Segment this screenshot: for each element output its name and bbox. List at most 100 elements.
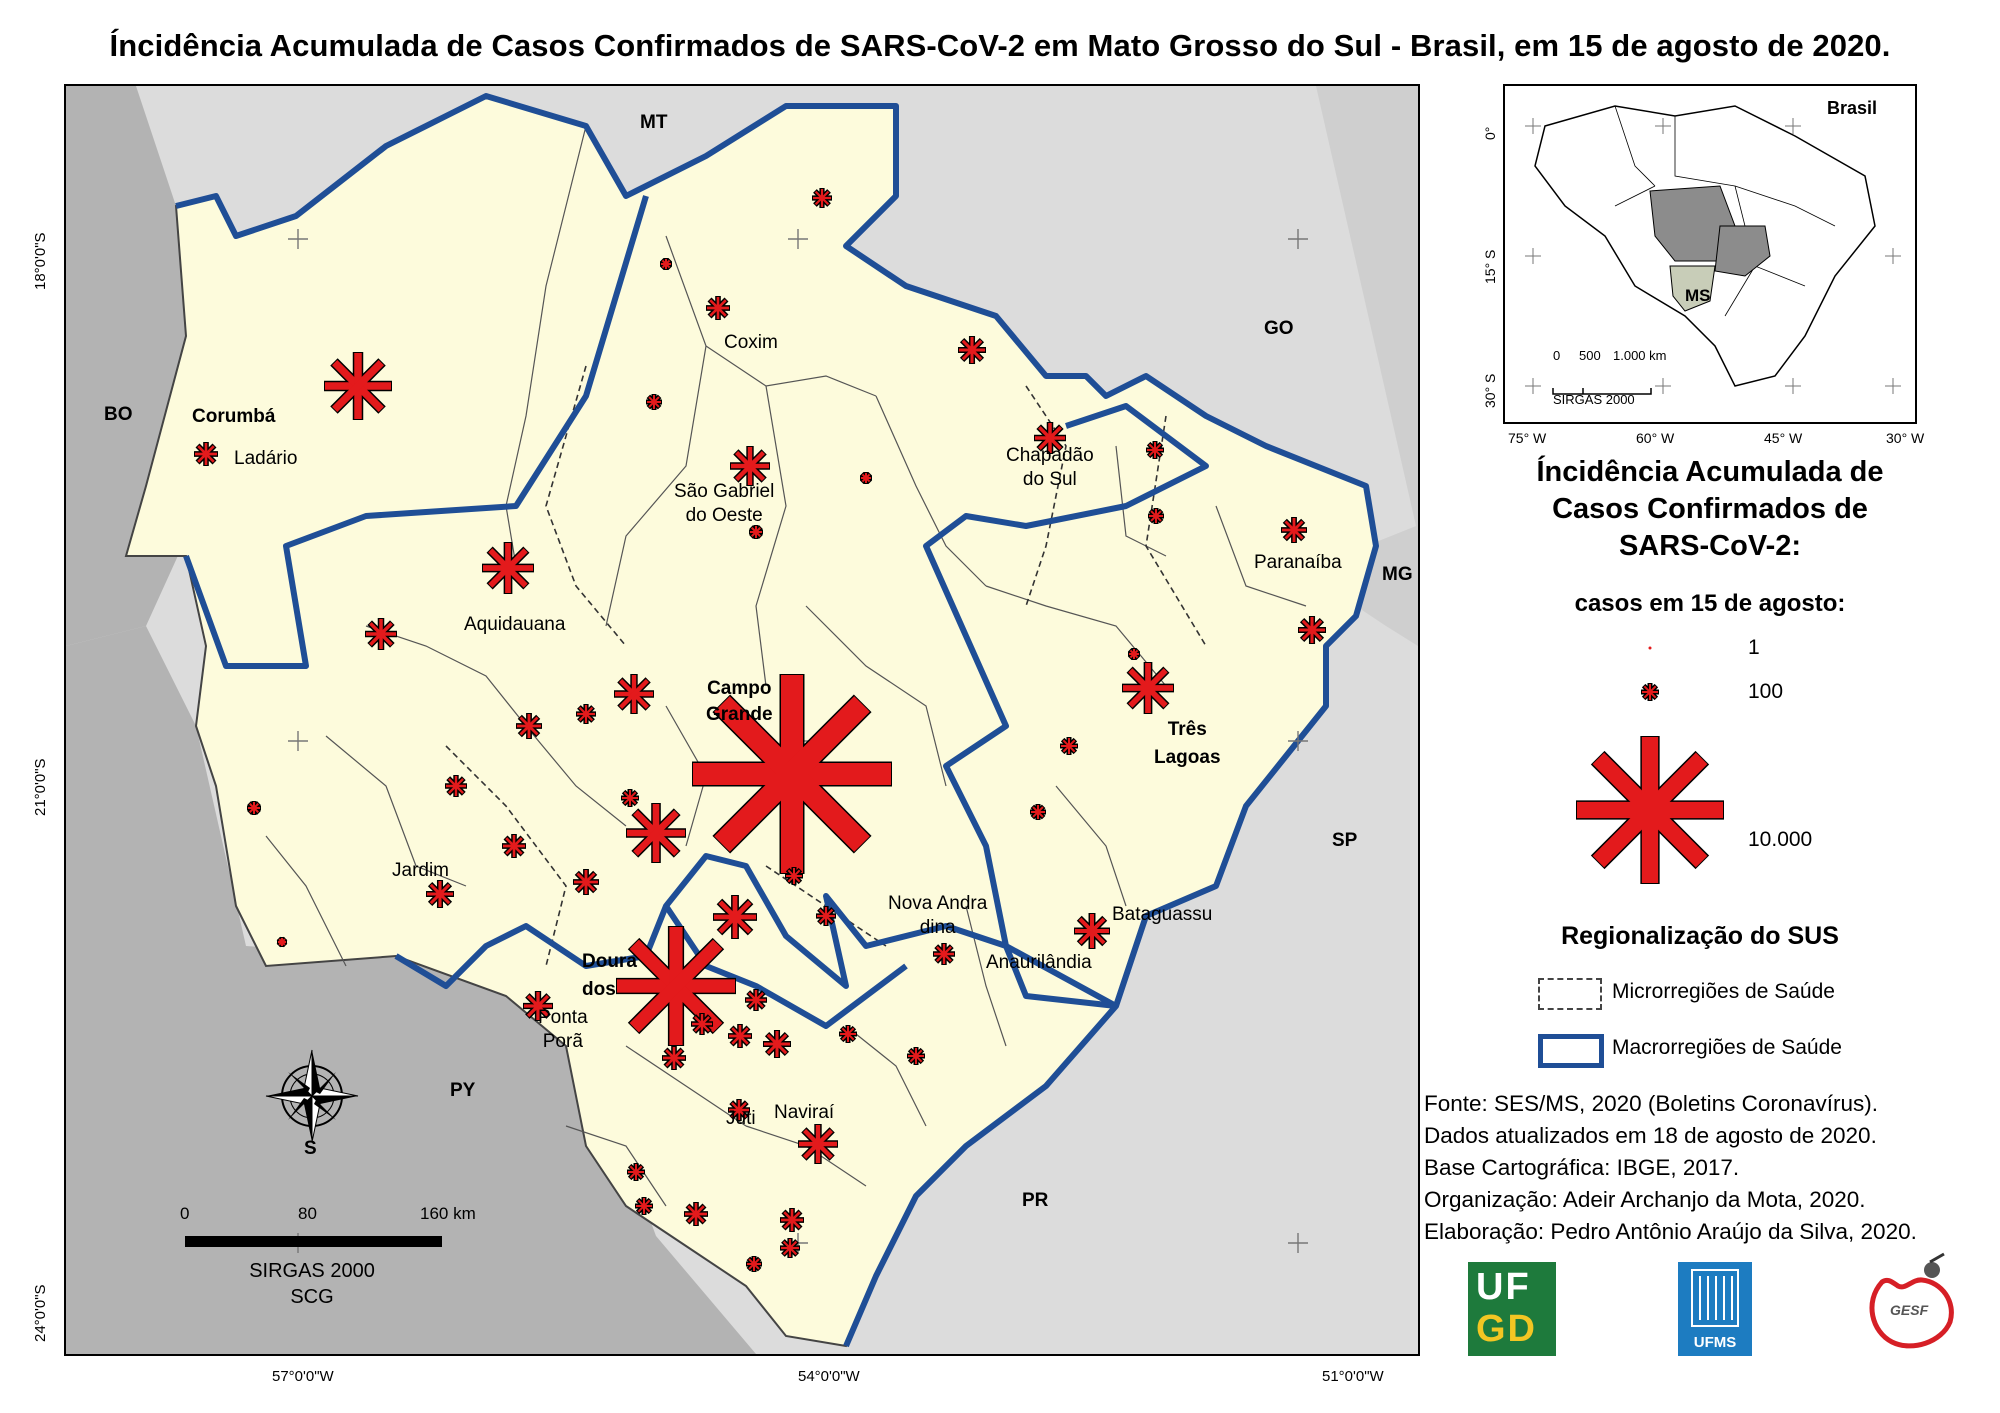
legend-value-10000: 10.000 bbox=[1748, 828, 1813, 851]
case-symbol-11 bbox=[482, 542, 534, 594]
lat-label-24: 24°0'0"S bbox=[32, 1284, 49, 1342]
neighbor-label-sp: SP bbox=[1332, 830, 1358, 851]
case-symbol-3 bbox=[706, 296, 730, 320]
case-symbol-53 bbox=[749, 525, 763, 539]
legend-value-1: 1 bbox=[1748, 636, 1760, 659]
case-symbol-41 bbox=[627, 1163, 645, 1181]
compass-label-s: S bbox=[304, 1138, 317, 1159]
case-symbol-26 bbox=[426, 880, 454, 908]
map-canvas bbox=[66, 86, 1418, 1354]
inset-label-ms: MS bbox=[1685, 286, 1711, 305]
scale-datum-line2: SCG bbox=[290, 1286, 334, 1308]
place-anaurilandia: Anaurilândia bbox=[986, 952, 1092, 973]
case-symbol-23 bbox=[1030, 804, 1046, 820]
case-symbol-16 bbox=[516, 713, 542, 739]
ms-inset-state bbox=[1669, 265, 1716, 312]
inset-lat-30: 30° S bbox=[1482, 373, 1498, 408]
legend-symbol-1 bbox=[1648, 646, 1652, 650]
case-symbols bbox=[194, 188, 1326, 1272]
place-nova-andradina: Nova Andra dina bbox=[888, 892, 987, 940]
ufgd-logo: UF GD bbox=[1468, 1262, 1556, 1356]
place-coxim: Coxim bbox=[724, 332, 778, 353]
case-symbol-29 bbox=[933, 943, 955, 965]
inset-lon-45: 45° W bbox=[1764, 430, 1803, 446]
ufgd-logo-bottom: GD bbox=[1476, 1308, 1537, 1350]
place-ponta-pora-line2: Porã bbox=[542, 1031, 583, 1052]
inset-lat-15: 15° S bbox=[1482, 249, 1498, 284]
legend-title: Íncidência Acumulada de Casos Confirmado… bbox=[1480, 454, 1940, 565]
gesf-logo-text: GESF bbox=[1890, 1302, 1929, 1318]
source-line-2: Dados atualizados em 18 de agosto de 202… bbox=[1424, 1123, 1877, 1148]
place-tres-lagoas-line2: Lagoas bbox=[1154, 747, 1221, 768]
inset-scale-1000: 1.000 km bbox=[1613, 348, 1667, 363]
inset-scale-datum: SIRGAS 2000 bbox=[1553, 392, 1635, 407]
case-symbol-35 bbox=[763, 1030, 791, 1058]
place-bataguassu: Bataguassu bbox=[1112, 904, 1213, 925]
place-campo-grande-line1: Campo bbox=[707, 678, 772, 699]
scale-datum: SIRGAS 2000 SCG bbox=[242, 1258, 382, 1310]
lon-label-51: 51°0'0"W bbox=[1322, 1368, 1384, 1385]
main-map: MT GO MG SP PR PY BO Corumbá Ladário Cox… bbox=[64, 84, 1420, 1356]
ufms-logo: UFMS bbox=[1678, 1262, 1752, 1356]
place-chapadao-line1: Chapadão bbox=[1006, 445, 1094, 466]
place-sao-gabriel-line2: do Oeste bbox=[685, 505, 763, 526]
source-line-5: Elaboração: Pedro Antônio Araújo da Silv… bbox=[1424, 1219, 1917, 1244]
inset-scale-500: 500 bbox=[1579, 348, 1601, 363]
inset-lon-30: 30° W bbox=[1886, 430, 1925, 446]
case-symbol-0 bbox=[324, 352, 392, 420]
lon-label-54: 54°0'0"W bbox=[798, 1368, 860, 1385]
source-block: Fonte: SES/MS, 2020 (Boletins Coronavíru… bbox=[1424, 1088, 1917, 1248]
case-symbol-44 bbox=[780, 1208, 804, 1232]
neighbor-label-py: PY bbox=[450, 1080, 476, 1101]
legend-title-line1: Íncidência Acumulada de bbox=[1536, 456, 1884, 488]
legend-value-100: 100 bbox=[1748, 680, 1784, 703]
case-symbol-45 bbox=[780, 1238, 800, 1258]
case-symbol-31 bbox=[523, 991, 553, 1021]
place-dourados-line1: Doura bbox=[582, 951, 637, 972]
case-symbol-8 bbox=[1146, 441, 1164, 459]
lat-label-21: 21°0'0"S bbox=[32, 758, 49, 816]
case-symbol-42 bbox=[635, 1197, 653, 1215]
regionalization-title: Regionalização do SUS bbox=[1561, 922, 1839, 950]
go-state bbox=[1714, 225, 1771, 277]
place-sao-gabriel: São Gabriel do Oeste bbox=[674, 480, 774, 528]
lon-label-57: 57°0'0"W bbox=[272, 1368, 334, 1385]
inset-map: Brasil MS 0 500 1.000 km SIRGAS 2000 bbox=[1503, 84, 1917, 424]
case-symbol-2 bbox=[812, 188, 832, 208]
case-symbol-22 bbox=[1060, 737, 1078, 755]
case-symbol-9 bbox=[1281, 517, 1307, 543]
inset-canvas bbox=[1525, 105, 1901, 395]
case-symbol-24 bbox=[785, 867, 803, 885]
case-symbol-7 bbox=[1034, 422, 1066, 454]
case-symbol-12 bbox=[365, 618, 397, 650]
source-line-1: Fonte: SES/MS, 2020 (Boletins Coronavíru… bbox=[1424, 1091, 1878, 1116]
place-sao-gabriel-line1: São Gabriel bbox=[674, 481, 775, 502]
case-symbol-19 bbox=[621, 789, 639, 807]
case-symbol-15 bbox=[692, 674, 892, 874]
case-symbol-37 bbox=[662, 1046, 686, 1070]
inset-scale-bar bbox=[1552, 388, 1652, 395]
place-nova-andradina-line1: Nova Andra bbox=[888, 893, 988, 914]
scale-tick-80: 80 bbox=[298, 1204, 317, 1223]
place-aquidauana: Aquidauana bbox=[464, 614, 566, 635]
case-symbol-38 bbox=[907, 1047, 925, 1065]
inset-graticule bbox=[1525, 118, 1901, 394]
place-ponta-pora-line1: Ponta bbox=[538, 1007, 588, 1028]
inset-scale-0: 0 bbox=[1553, 348, 1561, 363]
case-symbol-6 bbox=[730, 446, 770, 486]
case-symbol-10 bbox=[1298, 616, 1326, 644]
case-symbol-54 bbox=[859, 471, 873, 485]
scale-bar bbox=[185, 1236, 442, 1247]
case-symbol-46 bbox=[746, 1256, 762, 1272]
case-symbol-47 bbox=[247, 801, 261, 815]
place-ponta-pora: Ponta Porã bbox=[538, 1006, 588, 1054]
scale-tick-0: 0 bbox=[180, 1204, 190, 1223]
place-campo-grande: Campo Grande bbox=[706, 676, 773, 728]
case-symbol-51 bbox=[1148, 508, 1164, 524]
source-line-4: Organização: Adeir Archanjo da Mota, 202… bbox=[1424, 1187, 1866, 1212]
scale-datum-line1: SIRGAS 2000 bbox=[249, 1260, 375, 1282]
scale-tick-160: 160 km bbox=[420, 1204, 476, 1223]
case-symbol-33 bbox=[691, 1013, 713, 1035]
case-symbol-18 bbox=[445, 775, 467, 797]
place-chapadao: Chapadão do Sul bbox=[1006, 444, 1094, 492]
